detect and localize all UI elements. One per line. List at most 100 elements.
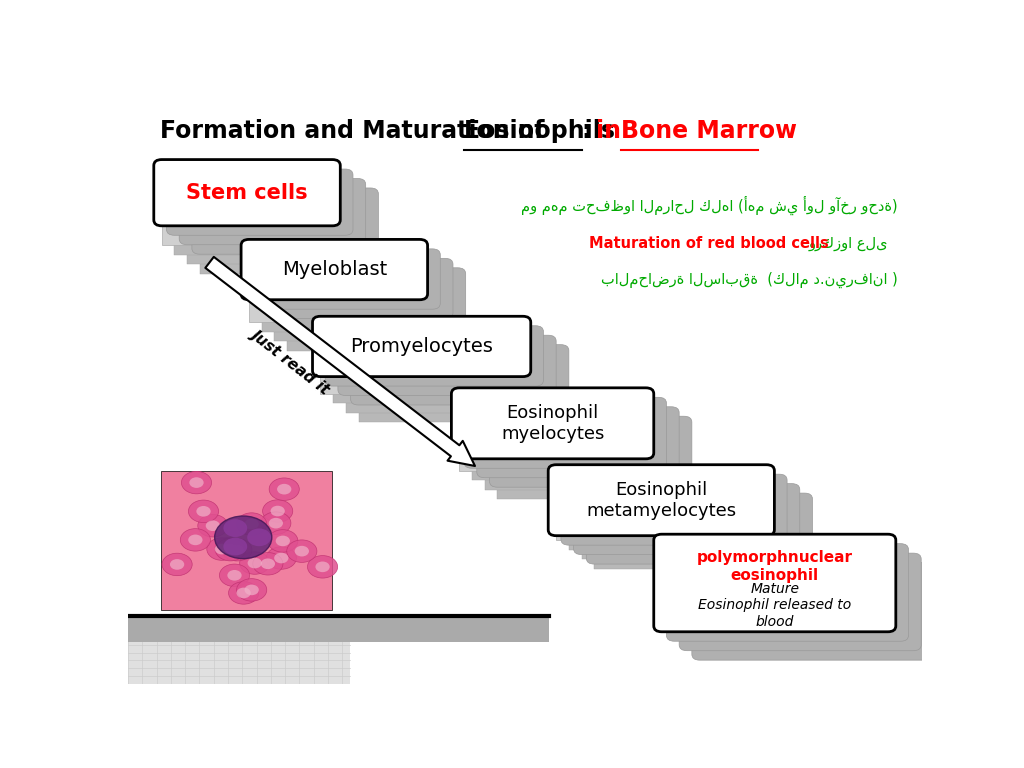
- Text: Bone Marrow: Bone Marrow: [622, 119, 798, 143]
- Circle shape: [261, 558, 275, 569]
- Bar: [498, 482, 608, 499]
- Circle shape: [248, 558, 262, 568]
- Circle shape: [245, 518, 259, 529]
- Circle shape: [215, 516, 271, 558]
- FancyBboxPatch shape: [167, 169, 353, 235]
- Bar: [162, 471, 332, 610]
- Circle shape: [188, 500, 218, 522]
- Bar: [333, 380, 486, 403]
- Bar: [358, 399, 512, 422]
- Circle shape: [214, 538, 245, 560]
- Bar: [460, 453, 570, 471]
- FancyBboxPatch shape: [326, 326, 544, 386]
- Circle shape: [206, 521, 220, 531]
- Bar: [594, 558, 714, 568]
- Circle shape: [247, 528, 271, 546]
- Circle shape: [237, 588, 251, 598]
- Circle shape: [278, 484, 292, 495]
- Circle shape: [237, 513, 266, 535]
- Text: Eosinophils: Eosinophils: [464, 119, 616, 143]
- Circle shape: [261, 512, 291, 535]
- Circle shape: [189, 477, 204, 488]
- Bar: [274, 313, 360, 341]
- Bar: [569, 539, 689, 550]
- Text: :: :: [582, 119, 599, 143]
- Circle shape: [223, 545, 238, 555]
- Circle shape: [223, 519, 247, 537]
- Bar: [472, 462, 583, 480]
- Circle shape: [253, 552, 283, 575]
- FancyBboxPatch shape: [561, 474, 787, 545]
- FancyBboxPatch shape: [179, 178, 366, 245]
- Circle shape: [229, 545, 244, 555]
- Circle shape: [295, 546, 309, 557]
- FancyArrowPatch shape: [206, 257, 475, 466]
- FancyBboxPatch shape: [280, 268, 466, 328]
- Bar: [128, 639, 350, 684]
- FancyBboxPatch shape: [312, 316, 530, 376]
- FancyBboxPatch shape: [667, 544, 908, 641]
- FancyBboxPatch shape: [679, 553, 922, 650]
- Circle shape: [215, 544, 229, 554]
- Text: بالمحاضرة السابقة  (كلام د.نيرفانا ): بالمحاضرة السابقة (كلام د.نيرفانا ): [601, 271, 898, 287]
- Text: Myeloblast: Myeloblast: [282, 260, 387, 279]
- FancyBboxPatch shape: [692, 563, 934, 660]
- FancyBboxPatch shape: [241, 240, 428, 300]
- Circle shape: [222, 538, 252, 561]
- FancyBboxPatch shape: [154, 160, 340, 226]
- FancyBboxPatch shape: [452, 388, 653, 458]
- Circle shape: [237, 578, 266, 601]
- FancyBboxPatch shape: [338, 335, 556, 396]
- FancyBboxPatch shape: [191, 188, 379, 254]
- Circle shape: [170, 559, 184, 570]
- Circle shape: [245, 584, 259, 595]
- FancyBboxPatch shape: [489, 416, 692, 487]
- Bar: [174, 230, 276, 255]
- Bar: [287, 323, 373, 350]
- Text: Just read it: Just read it: [249, 326, 333, 396]
- Bar: [556, 530, 676, 540]
- Bar: [187, 239, 289, 264]
- Bar: [249, 294, 335, 323]
- Circle shape: [240, 551, 270, 574]
- Text: Mature
Eosinophil released to
blood: Mature Eosinophil released to blood: [698, 582, 851, 629]
- Bar: [162, 220, 263, 245]
- Circle shape: [275, 535, 290, 546]
- Circle shape: [198, 515, 228, 537]
- FancyBboxPatch shape: [573, 484, 800, 554]
- Text: وركزوا على: وركزوا على: [809, 236, 898, 251]
- Circle shape: [162, 553, 193, 576]
- Text: Eosinophil
metamyelocytes: Eosinophil metamyelocytes: [586, 481, 736, 520]
- Text: Stem cells: Stem cells: [186, 183, 308, 203]
- FancyBboxPatch shape: [254, 249, 440, 310]
- Circle shape: [270, 505, 285, 516]
- Circle shape: [267, 530, 298, 552]
- Circle shape: [219, 564, 250, 587]
- FancyBboxPatch shape: [587, 493, 812, 564]
- Text: Formation and Maturation of: Formation and Maturation of: [160, 119, 553, 143]
- Bar: [582, 548, 701, 559]
- Text: in: in: [596, 119, 629, 143]
- Bar: [321, 371, 474, 394]
- Circle shape: [180, 528, 211, 551]
- Text: Eosinophil
myelocytes: Eosinophil myelocytes: [501, 404, 604, 442]
- FancyBboxPatch shape: [477, 407, 679, 478]
- Circle shape: [266, 547, 296, 569]
- Circle shape: [262, 500, 293, 522]
- Bar: [200, 248, 301, 273]
- FancyBboxPatch shape: [548, 465, 774, 536]
- Text: Promyelocytes: Promyelocytes: [350, 337, 494, 356]
- Text: مو مهم تحفظوا المراحل كلها (أهم شي أول وآخر وحدة): مو مهم تحفظوا المراحل كلها (أهم شي أول و…: [521, 196, 898, 215]
- FancyBboxPatch shape: [464, 397, 667, 468]
- Bar: [484, 472, 596, 489]
- Circle shape: [223, 538, 247, 555]
- FancyBboxPatch shape: [266, 258, 453, 319]
- FancyBboxPatch shape: [350, 345, 569, 405]
- Circle shape: [222, 544, 237, 554]
- Circle shape: [207, 538, 237, 561]
- Circle shape: [315, 561, 330, 572]
- Bar: [346, 389, 499, 412]
- Circle shape: [181, 472, 212, 494]
- Circle shape: [268, 518, 283, 528]
- Circle shape: [188, 535, 203, 545]
